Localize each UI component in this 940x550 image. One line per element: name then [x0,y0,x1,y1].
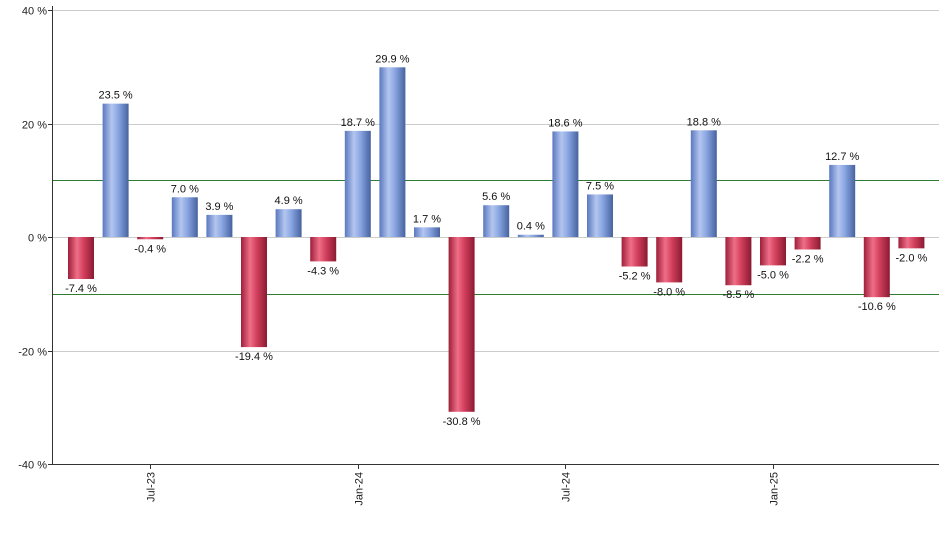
bar-value-label: -8.5 % [723,289,755,301]
bar-positive [275,209,302,237]
bar-value-label: -0.4 % [134,243,166,255]
bar-value-label: -8.0 % [653,286,685,298]
y-tick-label: 20 % [22,120,47,132]
bar-negative [760,237,786,266]
bar-value-label: -2.2 % [792,253,824,265]
bar-positive [171,197,198,237]
bar-positive [344,130,371,237]
bar-positive [829,164,856,237]
bar-value-label: -5.0 % [757,269,789,281]
bar-negative [137,237,164,240]
y-tick-label: -20 % [18,347,47,359]
bar-value-label: 5.6 % [482,191,510,203]
bar-positive [102,103,129,237]
bar-positive [414,227,440,237]
bar-value-label: 18.8 % [687,116,721,128]
bar-value-label: -10.6 % [858,301,896,313]
bar-negative [794,237,821,250]
bar-value-label: 0.4 % [517,221,545,233]
bar-value-label: 29.9 % [375,53,409,65]
data-labels: -7.4 % 23.5 % -0.4 % 7.0 % 3.9 % -19.4 % 4.9 %… [65,53,927,427]
bar-value-label: -19.4 % [235,351,273,363]
y-tick-label: 40 % [22,6,47,18]
bar-positive [483,205,510,237]
bar-value-label: 18.7 % [341,117,375,129]
bar-value-label: 7.0 % [171,183,199,195]
bar-negative [656,237,683,283]
bar-value-label: -30.8 % [443,416,481,428]
bar-negative [448,237,475,412]
bar-positive [552,131,579,237]
bar-value-label: 23.5 % [98,90,132,102]
bar-negative [863,237,890,298]
bar-positive [690,130,717,237]
bar-value-label: -7.4 % [65,283,97,295]
bar-value-label: 18.6 % [548,117,582,129]
bar-value-label: -5.2 % [619,271,651,283]
bar-value-label: 12.7 % [825,151,859,163]
bar-positive [587,194,613,237]
bar-negative [621,237,648,267]
axes: 40 % 20 % 0 % -20 % -40 % Jul-23 Jan-24 Jul-24 J… [18,6,939,506]
bar-value-label: -4.3 % [307,265,339,277]
bars [68,67,925,412]
y-tick-label: -40 % [18,460,47,472]
reference-lines [52,180,939,295]
bar-value-label: -2.0 % [896,252,928,264]
x-tick-label: Jul-24 [561,472,573,502]
bar-negative [68,237,94,279]
bar-negative [241,237,267,348]
x-tick-label: Jul-23 [146,472,158,502]
bar-negative [310,237,337,262]
bar-value-label: 3.9 % [205,201,233,213]
bar-value-label: 4.9 % [275,195,303,207]
bar-positive [206,214,233,237]
bar-negative [898,237,925,249]
x-tick-label: Jan-24 [354,472,366,506]
bar-positive [517,234,544,237]
x-tick-label: Jan-25 [769,472,781,506]
bar-positive [379,67,406,237]
y-tick-label: 0 % [28,233,47,245]
bar-value-label: 1.7 % [413,213,441,225]
bar-negative [725,237,752,286]
bar-value-label: 7.5 % [586,180,614,192]
